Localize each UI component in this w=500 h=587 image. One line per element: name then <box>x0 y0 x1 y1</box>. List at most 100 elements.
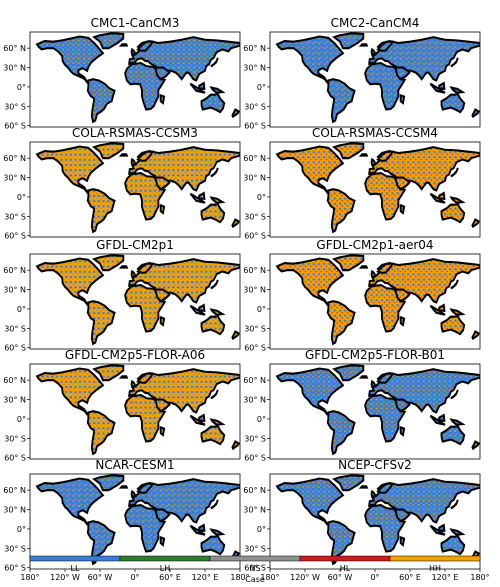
map-panel: GFDL-CM2p1 60° N 30° N 0° 30° S 60° S <box>3 238 241 353</box>
legend-swatch-ll <box>29 555 121 562</box>
lat-tick-label: 60° S <box>4 454 26 463</box>
lon-tick-label: 180° <box>470 573 489 582</box>
lon-tick-label: 60° E <box>399 573 421 582</box>
lat-tick-label: 60° S <box>244 122 266 131</box>
legend: LL LH NS HL HH Case <box>29 555 481 584</box>
lon-tick-label: 0° <box>370 573 379 582</box>
panel-title: NCAR-CESM1 <box>95 458 174 472</box>
legend-label: HL <box>340 564 351 573</box>
lat-tick-label: 60° S <box>4 232 26 241</box>
lat-tick-label: 60° S <box>244 564 266 573</box>
lon-tick-label: 60° W <box>328 573 353 582</box>
panel-frame <box>29 141 241 238</box>
longitude-ticks: 180° 120° W 60° W 0° 60° E 120° E 180° 180° 120°… <box>20 569 490 582</box>
lat-tick-label: 60° S <box>4 344 26 353</box>
lon-tick-label: 180° <box>230 573 249 582</box>
lat-tick-label: 30° S <box>4 212 26 221</box>
lat-tick-label: 60° N <box>243 486 266 495</box>
panel-frame <box>29 253 241 350</box>
lat-tick-label: 30° S <box>244 102 266 111</box>
panel-title: CMC2-CanCM4 <box>331 16 420 30</box>
legend-title: Case <box>245 575 265 584</box>
map-panel: NCEP-CFSv2 60° N 30° N 0° 30° S 60° S <box>243 458 481 573</box>
lat-tick-label: 0° <box>17 83 26 92</box>
lat-tick-label: 0° <box>17 193 26 202</box>
map-panel: NCAR-CESM1 60° N 30° N 0° 30° S 60° S <box>3 458 241 573</box>
lat-tick-label: 60° N <box>3 44 26 53</box>
lon-tick-label: 120° W <box>290 573 320 582</box>
lon-tick-label: 0° <box>130 573 139 582</box>
legend-label: LH <box>160 564 170 573</box>
lat-tick-label: 30° N <box>3 396 26 405</box>
lat-tick-label: 30° S <box>4 434 26 443</box>
panel-frame <box>29 31 241 128</box>
panel-title: COLA-RSMAS-CCSM3 <box>72 126 198 140</box>
lon-tick-label: 60° W <box>88 573 113 582</box>
panel-frame <box>29 363 241 460</box>
lat-tick-label: 60° S <box>4 564 26 573</box>
lat-tick-label: 60° S <box>244 454 266 463</box>
lat-tick-label: 60° N <box>3 266 26 275</box>
panel-frame <box>269 253 481 350</box>
panel-title: GFDL-CM2p1 <box>96 238 174 252</box>
lat-tick-label: 30° N <box>243 174 266 183</box>
lat-tick-label: 30° N <box>3 64 26 73</box>
panel-title: NCEP-CFSv2 <box>338 458 412 472</box>
lat-tick-label: 60° N <box>243 376 266 385</box>
legend-label: NS <box>249 564 260 573</box>
lat-tick-label: 30° S <box>244 434 266 443</box>
map-panel: GFDL-CM2p5-FLOR-A06 60° N 30° N 0° 30° S 60° … <box>3 348 241 463</box>
lat-tick-label: 30° S <box>244 324 266 333</box>
panel-title: GFDL-CM2p5-FLOR-A06 <box>65 348 205 362</box>
panel-frame <box>269 31 481 128</box>
lat-tick-label: 30° N <box>3 506 26 515</box>
map-panel: CMC1-CanCM3 60° N 30° N 0° 30° S 60° S <box>3 16 241 131</box>
lat-tick-label: 30° N <box>243 396 266 405</box>
lat-tick-label: 0° <box>17 525 26 534</box>
map-panel: COLA-RSMAS-CCSM4 60° N 30° N 0° 30° S 60° S <box>243 126 481 241</box>
lat-tick-label: 60° S <box>4 122 26 131</box>
lat-tick-label: 0° <box>257 305 266 314</box>
lat-tick-label: 30° N <box>243 506 266 515</box>
lon-tick-label: 120° W <box>50 573 80 582</box>
panel-title: CMC1-CanCM3 <box>91 16 180 30</box>
lat-tick-label: 30° S <box>4 544 26 553</box>
legend-label: LL <box>71 564 80 573</box>
lat-tick-label: 30° N <box>3 174 26 183</box>
lat-tick-label: 60° N <box>3 154 26 163</box>
lat-tick-label: 60° S <box>244 232 266 241</box>
lon-tick-label: 180° <box>260 573 279 582</box>
lat-tick-label: 30° N <box>243 286 266 295</box>
map-panel: GFDL-CM2p5-FLOR-B01 60° N 30° N 0° 30° S 60° … <box>243 348 481 463</box>
panel-frame <box>269 363 481 460</box>
map-panel: GFDL-CM2p1-aer04 60° N 30° N 0° 30° S 60° S <box>243 238 481 353</box>
lat-tick-label: 30° S <box>244 212 266 221</box>
lat-tick-label: 30° N <box>243 64 266 73</box>
panels-layer: CMC1-CanCM3 60° N 30° N 0° 30° S 60° S CMC2-Ca… <box>3 16 481 573</box>
lon-tick-label: 60° E <box>159 573 181 582</box>
map-panel: COLA-RSMAS-CCSM3 60° N 30° N 0° 30° S 60° S <box>3 126 241 241</box>
legend-swatch-lh <box>119 555 211 562</box>
panel-title: COLA-RSMAS-CCSM4 <box>312 126 438 140</box>
lat-tick-label: 60° N <box>243 154 266 163</box>
legend-swatch-hl <box>299 555 391 562</box>
lat-tick-label: 30° S <box>4 102 26 111</box>
panel-title: GFDL-CM2p5-FLOR-B01 <box>305 348 445 362</box>
lat-tick-label: 0° <box>257 525 266 534</box>
lat-tick-label: 30° S <box>4 324 26 333</box>
lat-tick-label: 0° <box>257 193 266 202</box>
panel-frame <box>269 141 481 238</box>
lat-tick-label: 60° N <box>243 44 266 53</box>
lat-tick-label: 60° N <box>3 376 26 385</box>
lat-tick-label: 30° S <box>244 544 266 553</box>
lat-tick-label: 0° <box>17 415 26 424</box>
legend-label: HH <box>429 564 441 573</box>
legend-swatch-ns <box>209 555 301 562</box>
lat-tick-label: 60° S <box>244 344 266 353</box>
map-panel: CMC2-CanCM4 60° N 30° N 0° 30° S 60° S <box>243 16 481 131</box>
lat-tick-label: 60° N <box>243 266 266 275</box>
lat-tick-label: 60° N <box>3 486 26 495</box>
lon-tick-label: 120° E <box>192 573 219 582</box>
lat-tick-label: 0° <box>257 415 266 424</box>
